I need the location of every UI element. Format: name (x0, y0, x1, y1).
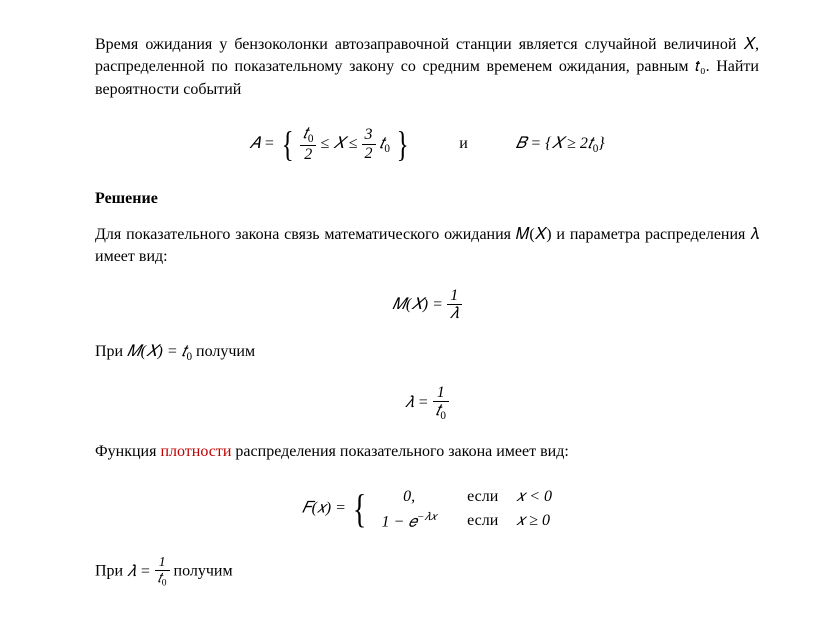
A-equals: 𝐴 = (249, 135, 274, 152)
piecewise-row-2: 1 − 𝑒−𝜆𝑥 если 𝑥 ≥ 0 (369, 509, 552, 534)
frac-1-over-t0: 1 𝑡0 (433, 384, 449, 423)
frac-3-over-2: 3 2 (362, 126, 376, 162)
formula-lambda-t0: 𝜆 = 1 𝑡0 (95, 384, 759, 423)
solution-heading: Решение (95, 188, 759, 210)
brace-left: { (281, 119, 293, 169)
frac-1-over-lambda: 1 𝜆 (447, 287, 462, 323)
formula-events: 𝐴 = { 𝑡0 2 ≤ 𝑋 ≤ 3 2 𝑡0 } и 𝐵 = {𝑋 ≥ 2𝑡0… (95, 119, 759, 169)
density-word: плотности (160, 443, 231, 460)
frac-1-over-t0-inline: 1 𝑡0 (155, 555, 170, 589)
and-connector: и (459, 135, 468, 152)
F-equals: 𝐹(𝑥) = (302, 500, 346, 517)
paragraph-4: При 𝜆 = 1 𝑡0 получим (95, 555, 759, 589)
paragraph-3: Функция плотности распределения показате… (95, 441, 759, 463)
B-event: 𝐵 = {𝑋 ≥ 2𝑡0} (516, 135, 605, 152)
piecewise-function: { 0, если 𝑥 < 0 1 − 𝑒−𝜆𝑥 если 𝑥 ≥ 0 (350, 481, 552, 537)
inequality-mid: ≤ 𝑋 ≤ (320, 135, 357, 152)
problem-statement: Время ожидания у бензоколонки автозаправ… (95, 34, 759, 101)
formula-mx-lambda: 𝑀(𝑋) = 1 𝜆 (95, 287, 759, 323)
t0-term: 𝑡0 (380, 135, 390, 152)
frac-t0-over-2: 𝑡0 2 (300, 125, 316, 164)
brace-right: } (397, 119, 409, 169)
lambda-equals: 𝜆 = (405, 394, 429, 411)
paragraph-1: Для показательного закона связь математи… (95, 224, 759, 269)
paragraph-2: При 𝑀(𝑋) = 𝑡0 получим (95, 341, 759, 366)
mx-equals: 𝑀(𝑋) = (392, 296, 443, 313)
formula-cdf: 𝐹(𝑥) = { 0, если 𝑥 < 0 1 − 𝑒−𝜆𝑥 если 𝑥 ≥… (95, 481, 759, 537)
piecewise-row-1: 0, если 𝑥 < 0 (369, 485, 552, 509)
